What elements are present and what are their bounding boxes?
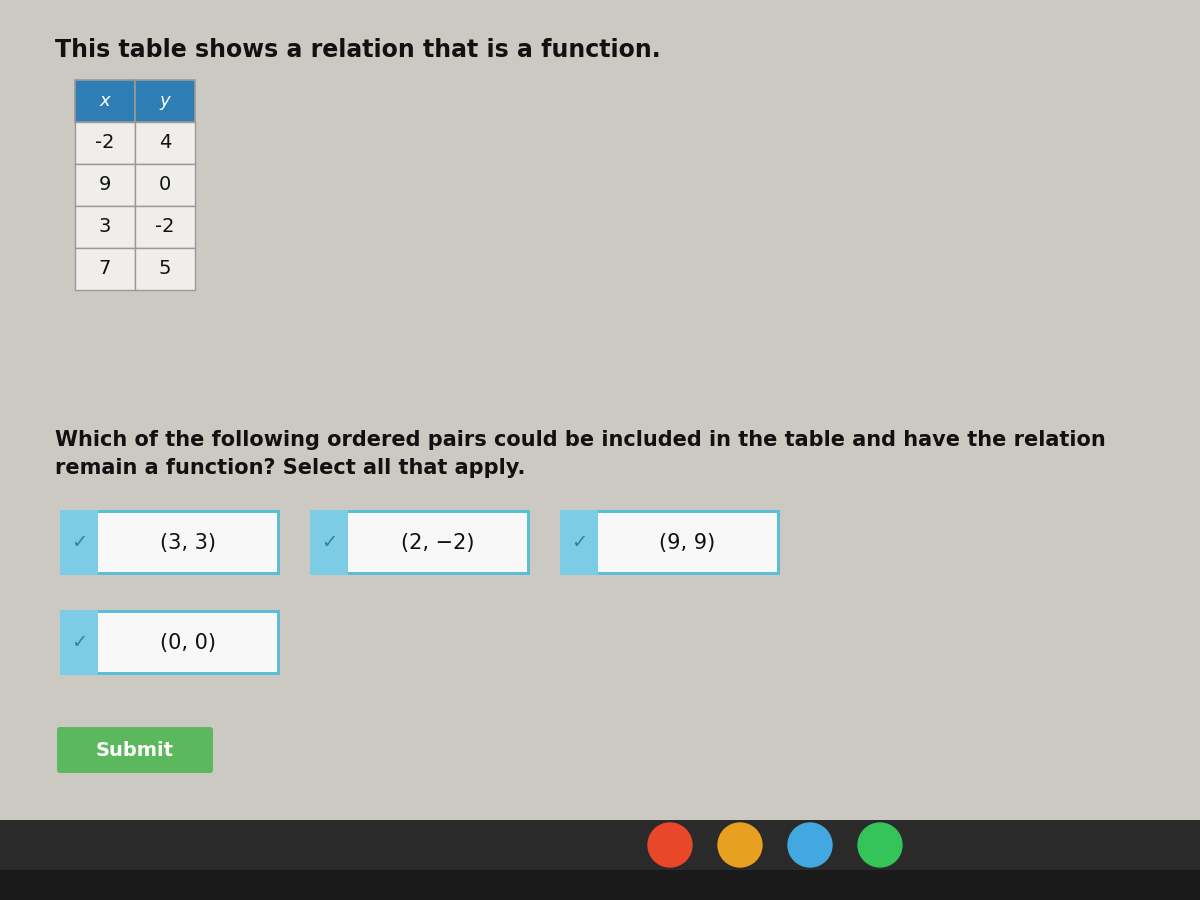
Text: Which of the following ordered pairs could be included in the table and have the: Which of the following ordered pairs cou… [55, 430, 1105, 450]
Text: This table shows a relation that is a function.: This table shows a relation that is a fu… [55, 38, 661, 62]
FancyBboxPatch shape [58, 727, 214, 773]
Bar [134, 248, 194, 290]
Bar [0, 820, 1200, 870]
Text: 4: 4 [158, 133, 172, 152]
Text: (3, 3): (3, 3) [160, 533, 216, 553]
Text: Submit: Submit [96, 741, 174, 760]
Bar [134, 206, 194, 248]
Bar [598, 513, 778, 572]
Bar [560, 510, 598, 575]
Text: (0, 0): (0, 0) [160, 633, 216, 652]
Bar [74, 164, 134, 206]
Text: 3: 3 [98, 218, 112, 237]
Circle shape [648, 823, 692, 867]
Bar [310, 510, 348, 575]
Text: ✓: ✓ [320, 533, 337, 552]
Bar [134, 122, 194, 164]
Text: y: y [160, 92, 170, 110]
Text: -2: -2 [95, 133, 115, 152]
Bar [560, 510, 780, 575]
Text: remain a function? Select all that apply.: remain a function? Select all that apply… [55, 458, 526, 478]
Text: ✓: ✓ [71, 633, 88, 652]
Circle shape [718, 823, 762, 867]
Text: (9, 9): (9, 9) [659, 533, 715, 553]
Text: 9: 9 [98, 176, 112, 194]
Bar [98, 513, 277, 572]
Text: ✓: ✓ [571, 533, 587, 552]
Bar [60, 510, 98, 575]
Text: ✓: ✓ [71, 533, 88, 552]
Circle shape [788, 823, 832, 867]
Text: x: x [100, 92, 110, 110]
Bar [74, 80, 134, 122]
Text: (2, −2): (2, −2) [401, 533, 474, 553]
Text: 0: 0 [158, 176, 172, 194]
Bar [310, 510, 530, 575]
Text: 5: 5 [158, 259, 172, 278]
Bar [98, 613, 277, 672]
Bar [60, 610, 98, 675]
Text: 7: 7 [98, 259, 112, 278]
Bar [74, 206, 134, 248]
Bar [0, 870, 1200, 900]
Bar [60, 610, 280, 675]
Bar [60, 510, 280, 575]
Circle shape [858, 823, 902, 867]
Text: -2: -2 [155, 218, 175, 237]
Bar [74, 122, 134, 164]
Bar [134, 80, 194, 122]
Bar [348, 513, 527, 572]
Bar [74, 248, 134, 290]
Bar [134, 164, 194, 206]
